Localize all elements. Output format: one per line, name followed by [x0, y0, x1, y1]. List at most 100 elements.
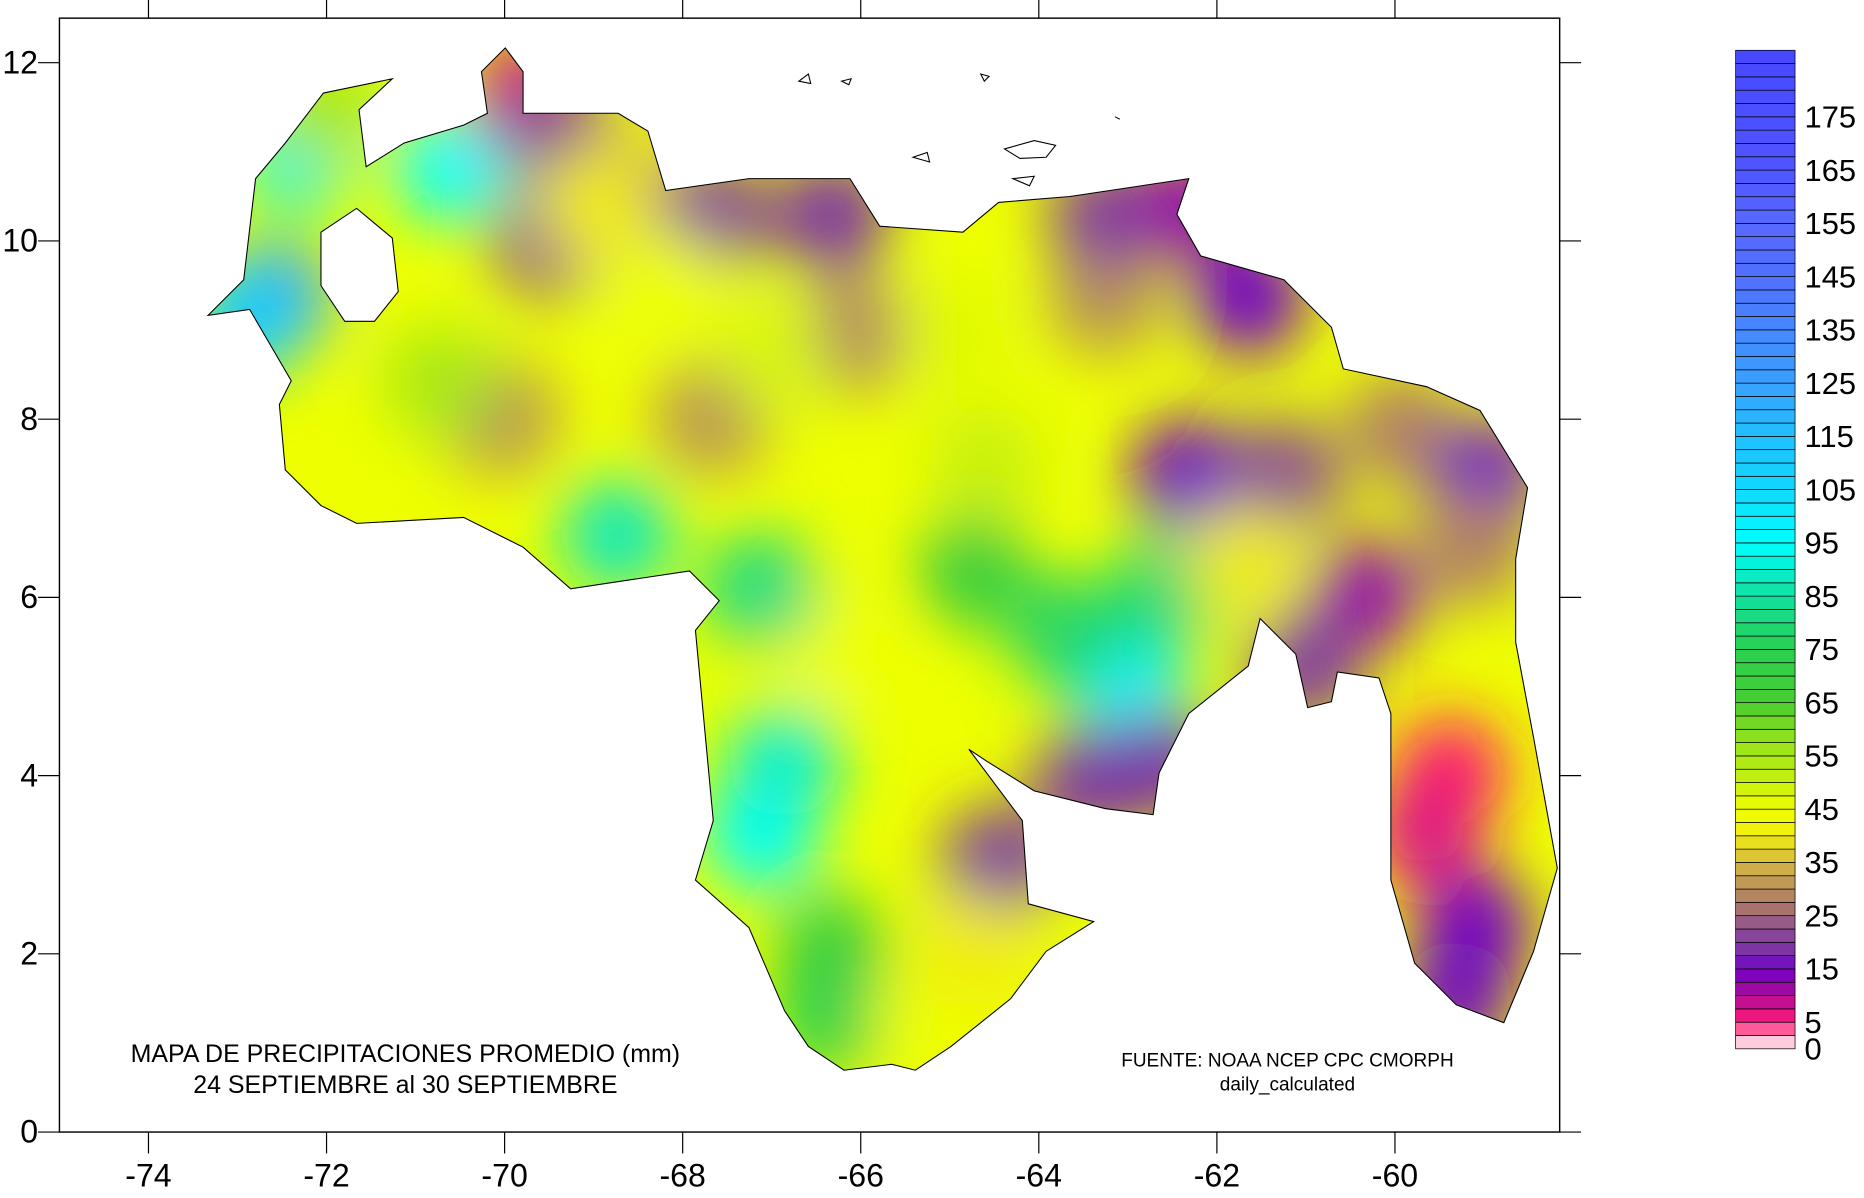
- colorbar-band: [1735, 795, 1796, 810]
- precip-cell: [608, 229, 723, 344]
- precip-cell: [382, 323, 497, 438]
- colorbar-band: [1735, 316, 1796, 331]
- colorbar-band: [1735, 462, 1796, 477]
- colorbar-band: [1735, 715, 1796, 730]
- axes: -74 -72 -70 -68 -66 -64 -62 -60 0 2 4 6 8 10 12: [2, 0, 1582, 1194]
- colorbar-band: [1735, 396, 1796, 411]
- colorbar-band: [1735, 422, 1796, 437]
- island-outline: [979, 73, 991, 83]
- colorbar-band: [1735, 808, 1796, 823]
- source-line1: FUENTE: NOAA NCEP CPC CMORPH: [1121, 1051, 1453, 1072]
- colorbar-label: 25: [1805, 898, 1839, 933]
- colorbar-band: [1735, 928, 1796, 943]
- colorbar-label: 105: [1805, 472, 1857, 507]
- precip-cell: [1008, 575, 1123, 691]
- precip-cell: [536, 148, 651, 263]
- colorbar-band: [1735, 542, 1796, 557]
- colorbar-band: [1735, 835, 1796, 850]
- precip-cell: [1186, 504, 1301, 619]
- precip-cell: [1048, 240, 1163, 356]
- colorbar-label: 135: [1805, 313, 1857, 348]
- colorbar-band: [1735, 1008, 1796, 1023]
- colorbar-band: [1735, 169, 1796, 184]
- y-tick-label: 4: [20, 757, 38, 793]
- colorbar-band: [1735, 888, 1796, 903]
- precip-cell: [1369, 775, 1484, 890]
- island-outline: [1003, 140, 1057, 159]
- colorbar-band: [1735, 822, 1796, 837]
- map-title-line1: MAPA DE PRECIPITACIONES PROMEDIO (mm): [131, 1040, 680, 1068]
- colorbar-band: [1735, 382, 1796, 397]
- colorbar-band: [1735, 156, 1796, 171]
- x-tick-label: -72: [303, 1158, 349, 1193]
- colorbar-label: 125: [1805, 366, 1857, 401]
- colorbar-band: [1735, 635, 1796, 650]
- precip-cell: [893, 276, 1008, 391]
- colorbar-band: [1735, 862, 1796, 877]
- colorbar-band: [1735, 436, 1796, 451]
- colorbar-band: [1735, 342, 1796, 357]
- colorbar-band: [1735, 981, 1796, 996]
- colorbar-band: [1735, 688, 1796, 704]
- colorbar-band: [1735, 76, 1796, 91]
- colorbar-band: [1735, 409, 1796, 424]
- colorbar-label: 35: [1805, 845, 1839, 880]
- colorbar-band: [1735, 728, 1796, 743]
- colorbar-band: [1735, 49, 1796, 64]
- colorbar-band: [1735, 1035, 1796, 1050]
- colorbar-label: 15: [1805, 952, 1839, 987]
- colorbar-band: [1735, 116, 1796, 131]
- colorbar-label: 165: [1805, 153, 1857, 188]
- x-tick-label: -64: [1016, 1158, 1062, 1193]
- colorbar-band: [1735, 515, 1796, 530]
- colorbar-band: [1735, 941, 1796, 956]
- colorbar-label: 75: [1805, 632, 1839, 667]
- colorbar-label: 175: [1805, 100, 1857, 135]
- x-tick-label: -70: [481, 1158, 527, 1193]
- precip-cell: [917, 514, 1032, 629]
- colorbar-band: [1735, 662, 1796, 677]
- colorbar-band: [1735, 276, 1796, 291]
- y-tick-label: 8: [20, 401, 38, 437]
- colorbar-label: 5: [1805, 1005, 1822, 1040]
- colorbar-band: [1735, 569, 1796, 584]
- colorbar-band: [1735, 329, 1796, 344]
- x-tick-label: -68: [659, 1158, 705, 1193]
- colorbar-band: [1735, 129, 1796, 144]
- colorbar-band: [1735, 143, 1796, 158]
- precip-cell: [703, 532, 819, 647]
- x-tick-label: -62: [1194, 1158, 1240, 1193]
- x-tick-label: -74: [125, 1158, 171, 1193]
- precip-cell: [1226, 419, 1341, 534]
- colorbar-band: [1735, 475, 1796, 490]
- colorbar-band: [1735, 489, 1796, 504]
- colorbar-band: [1735, 289, 1796, 304]
- colorbar-band: [1735, 1021, 1796, 1036]
- colorbar-band: [1735, 63, 1796, 78]
- colorbar-label: 115: [1805, 419, 1854, 454]
- precip-cell: [560, 478, 675, 593]
- island-outline: [797, 73, 812, 85]
- colorbar-band: [1735, 249, 1796, 264]
- colorbar-label: 155: [1805, 206, 1857, 241]
- y-tick-label: 12: [2, 44, 38, 80]
- colorbar-band: [1735, 902, 1796, 917]
- y-tick-label: 0: [20, 1114, 38, 1150]
- colorbar: 05 15 25 35 45 55 65 75 85 95 105 115 125 135 145 155 16…: [1735, 49, 1857, 1067]
- colorbar-band: [1735, 915, 1796, 930]
- colorbar-label: 65: [1805, 685, 1839, 720]
- colorbar-label: 145: [1805, 259, 1857, 294]
- colorbar-band: [1735, 955, 1796, 970]
- colorbar-band: [1735, 782, 1796, 797]
- island-outline: [911, 151, 931, 163]
- colorbar-label: 45: [1805, 792, 1839, 827]
- colorbar-band: [1735, 555, 1796, 570]
- colorbar-band: [1735, 356, 1796, 371]
- colorbar-band: [1735, 702, 1796, 717]
- y-tick-label: 2: [20, 936, 38, 972]
- colorbar-band: [1735, 502, 1796, 517]
- colorbar-band: [1735, 369, 1796, 384]
- precip-cell: [1345, 371, 1460, 487]
- colorbar-band: [1735, 609, 1796, 624]
